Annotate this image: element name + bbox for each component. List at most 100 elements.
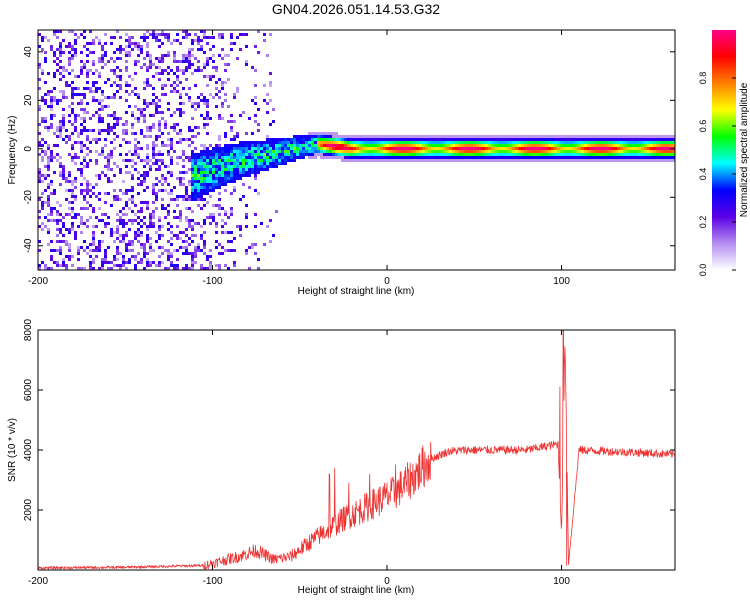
spectrogram-cell xyxy=(68,51,71,54)
spectrogram-cell xyxy=(665,156,668,159)
spectrogram-cell xyxy=(272,120,275,123)
spectrogram-cell xyxy=(149,168,152,171)
spectrogram-cell xyxy=(626,141,629,144)
spectrogram-cell xyxy=(665,147,668,150)
spectrogram-cell xyxy=(191,72,194,75)
spectrogram-cell xyxy=(188,237,191,240)
spectrogram-cell xyxy=(146,234,149,237)
spectrogram-cell xyxy=(269,150,272,153)
spectrogram-cell xyxy=(44,141,47,144)
spectrogram-cell xyxy=(611,147,614,150)
spectrogram-cell xyxy=(59,129,62,132)
spectrogram-cell xyxy=(449,150,452,153)
spectrogram-cell xyxy=(71,201,74,204)
spectrogram-cell xyxy=(254,168,257,171)
spectrogram-cell xyxy=(242,195,245,198)
spectrogram-cell xyxy=(101,90,104,93)
colorbar-tick-label: 0.6 xyxy=(698,120,708,133)
spectrogram-cell xyxy=(107,177,110,180)
spectrogram-cell xyxy=(566,159,569,162)
spectrogram-cell xyxy=(218,198,221,201)
spectrogram-cell xyxy=(539,144,542,147)
spectrogram-cell xyxy=(200,45,203,48)
spectrogram-cell xyxy=(62,138,65,141)
spectrogram-cell xyxy=(500,156,503,159)
spectrogram-cell xyxy=(143,36,146,39)
spectrogram-cell xyxy=(95,162,98,165)
spectrogram-cell xyxy=(125,171,128,174)
spectrogram-cell xyxy=(131,222,134,225)
spectrogram-cell xyxy=(221,117,224,120)
spectrogram-cell xyxy=(80,108,83,111)
spectrogram-cell xyxy=(587,147,590,150)
spectrogram-cell xyxy=(200,114,203,117)
spectrogram-cell xyxy=(194,57,197,60)
spectrogram-cell xyxy=(167,228,170,231)
spectrogram-cell xyxy=(467,147,470,150)
spectrogram-cell xyxy=(194,252,197,255)
spectrogram-cell xyxy=(338,135,341,138)
spectrogram-cell xyxy=(509,138,512,141)
spectrogram-cell xyxy=(44,51,47,54)
spectrogram-cell xyxy=(404,150,407,153)
spectrogram-cell xyxy=(227,159,230,162)
spectrogram-cell xyxy=(80,72,83,75)
spectrogram-cell xyxy=(122,255,125,258)
spectrogram-cell xyxy=(485,147,488,150)
spectrogram-cell xyxy=(224,150,227,153)
spectrogram-cell xyxy=(101,171,104,174)
spectrogram-cell xyxy=(641,141,644,144)
spectrogram-cell xyxy=(230,114,233,117)
spectrogram-cell xyxy=(356,150,359,153)
spectrogram-cell xyxy=(590,156,593,159)
spectrogram-cell xyxy=(362,147,365,150)
spectrogram-cell xyxy=(86,183,89,186)
spectrogram-cell xyxy=(218,207,221,210)
spectrogram-cell xyxy=(83,144,86,147)
spectrogram-cell xyxy=(623,147,626,150)
spectrogram-cell xyxy=(128,141,131,144)
spectrogram-cell xyxy=(41,228,44,231)
spectrogram-cell xyxy=(179,183,182,186)
spectrogram-cell xyxy=(311,147,314,150)
spectrogram-cell xyxy=(83,198,86,201)
spectrogram-cell xyxy=(443,159,446,162)
spectrogram-cell xyxy=(167,66,170,69)
spectrogram-cell xyxy=(215,153,218,156)
spectrogram-cell xyxy=(269,72,272,75)
spectrogram-cell xyxy=(275,141,278,144)
spectrogram-cell xyxy=(152,225,155,228)
spectrogram-cell xyxy=(197,60,200,63)
spectrogram-cell xyxy=(245,159,248,162)
spectrogram-cell xyxy=(71,264,74,267)
spectrogram-cell xyxy=(197,222,200,225)
spectrogram-cell xyxy=(245,33,248,36)
spectrogram-cell xyxy=(62,222,65,225)
spectrogram-cell xyxy=(635,147,638,150)
spectrogram-cell xyxy=(185,219,188,222)
spectrogram-cell xyxy=(497,138,500,141)
spectrogram-cell xyxy=(335,156,338,159)
spectrogram-cell xyxy=(161,198,164,201)
spectrogram-cell xyxy=(197,126,200,129)
spectrogram-cell xyxy=(194,198,197,201)
spectrogram-cell xyxy=(170,69,173,72)
spectrogram-cell xyxy=(59,165,62,168)
spectrogram-cell xyxy=(404,135,407,138)
spectrogram-cell xyxy=(53,156,56,159)
spectrogram-cell xyxy=(68,174,71,177)
spectrogram-cell xyxy=(98,198,101,201)
spectrogram-cell xyxy=(134,168,137,171)
spectrogram-cell xyxy=(92,39,95,42)
spectrogram-cell xyxy=(146,84,149,87)
spectrogram-cell xyxy=(671,138,674,141)
spectrogram-cell xyxy=(629,144,632,147)
spectrogram-cell xyxy=(545,138,548,141)
spectrogram-cell xyxy=(560,153,563,156)
spectrogram-cell xyxy=(242,162,245,165)
spectrogram-cell xyxy=(56,261,59,264)
spectrogram-cell xyxy=(245,144,248,147)
spectrogram-cell xyxy=(599,153,602,156)
spectrogram-cell xyxy=(608,159,611,162)
spectrogram-cell xyxy=(128,171,131,174)
